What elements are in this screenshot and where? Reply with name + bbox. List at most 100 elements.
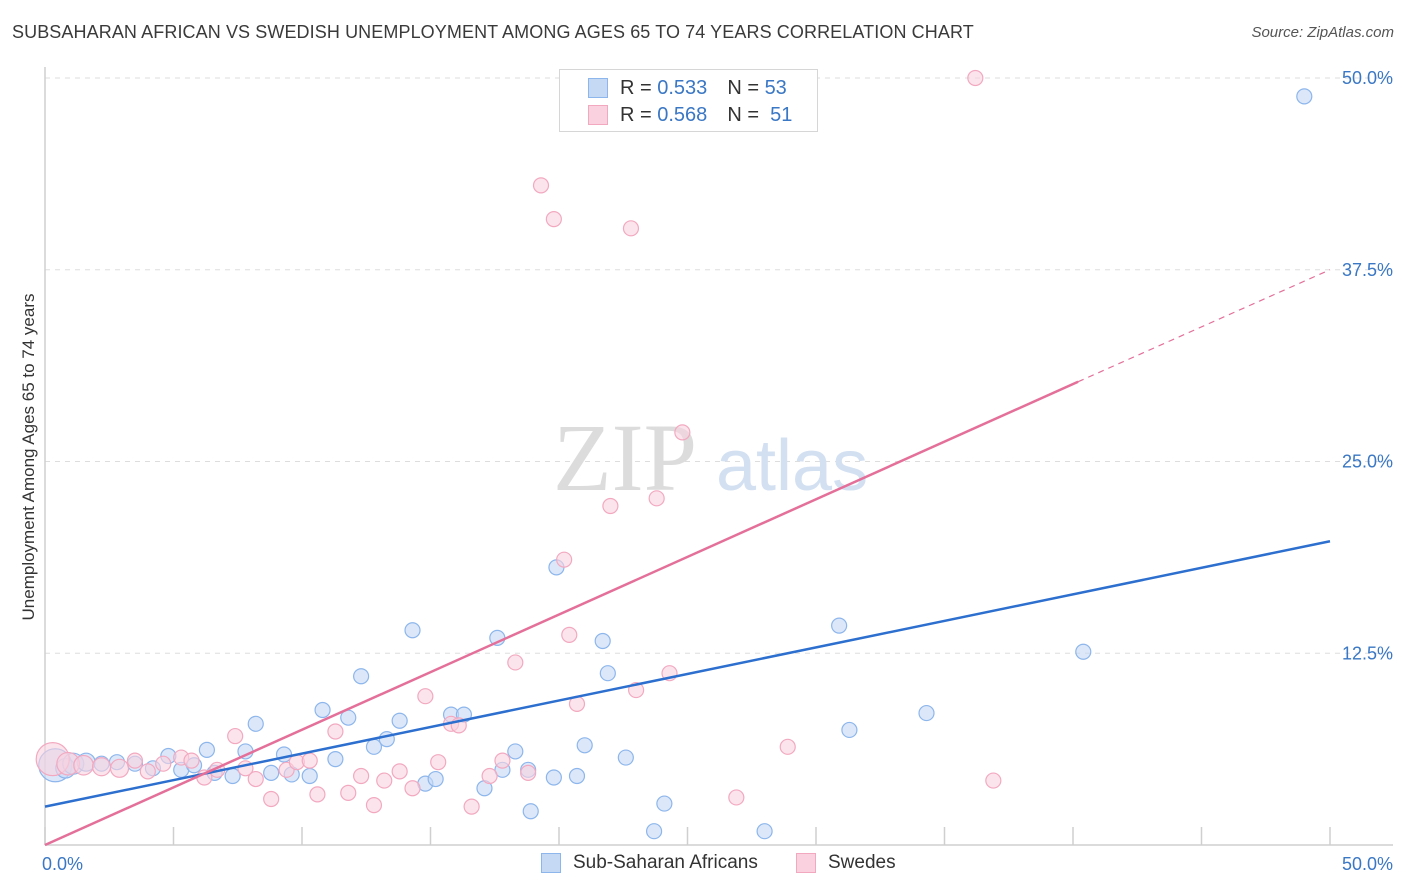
point-swedes-19 — [309, 786, 326, 803]
point-swedes-39 — [561, 626, 578, 643]
legend-n-label: N = — [727, 76, 759, 99]
trend-line-subsaharan — [44, 540, 1331, 808]
x-tick-label-min: 0.0% — [42, 854, 83, 874]
point-swedes-20 — [327, 723, 344, 740]
point-swedes-28 — [430, 754, 447, 771]
point-subsaharan-23 — [353, 668, 370, 685]
point-swedes-50 — [985, 772, 1002, 789]
trend-line-swedes — [44, 380, 1079, 847]
point-swedes-46 — [674, 424, 691, 441]
series-swatch-swedes — [796, 853, 816, 873]
point-swedes-27 — [417, 688, 434, 705]
legend-row-swedes: R = 0.568 N = 51 — [588, 103, 792, 127]
point-swedes-12 — [227, 727, 244, 745]
point-subsaharan-29 — [427, 770, 444, 788]
point-swedes-41 — [602, 497, 619, 515]
legend-r-label: R = — [620, 76, 652, 99]
point-subsaharan-52 — [1296, 88, 1313, 105]
legend-n-value: 51 — [770, 103, 793, 126]
point-swedes-6 — [139, 763, 156, 780]
point-swedes-26 — [404, 780, 421, 797]
point-swedes-23 — [365, 797, 383, 814]
legend-n-label: N = — [727, 103, 759, 126]
series-legend-subsaharan: Sub-Saharan Africans — [541, 852, 758, 874]
point-swedes-34 — [507, 654, 524, 671]
trend-line-swedes-extension — [1077, 269, 1331, 383]
point-subsaharan-43 — [599, 665, 616, 682]
point-swedes-42 — [622, 220, 640, 237]
point-swedes-47 — [728, 789, 745, 806]
point-subsaharan-44 — [617, 749, 634, 766]
point-subsaharan-26 — [391, 712, 408, 729]
point-swedes-9 — [183, 752, 200, 769]
source-credit: Source: ZipAtlas.com — [1251, 24, 1394, 41]
point-swedes-35 — [520, 764, 537, 782]
point-swedes-24 — [376, 772, 393, 789]
point-swedes-18 — [301, 752, 318, 769]
point-subsaharan-38 — [545, 769, 562, 786]
y-axis-label: Unemployment Among Ages 65 to 74 years — [19, 294, 38, 621]
point-subsaharan-41 — [576, 737, 593, 754]
point-subsaharan-40 — [568, 767, 586, 785]
point-swedes-32 — [481, 767, 498, 785]
y-tick-label-2: 37.5% — [1342, 260, 1393, 280]
point-swedes-3 — [91, 757, 112, 777]
point-subsaharan-16 — [263, 764, 280, 782]
point-swedes-37 — [545, 211, 562, 228]
point-subsaharan-35 — [507, 743, 524, 760]
point-subsaharan-50 — [918, 704, 935, 722]
point-subsaharan-37 — [522, 803, 539, 820]
legend-r-value: 0.568 — [657, 103, 708, 126]
chart-title: SUBSAHARAN AFRICAN VS SWEDISH UNEMPLOYME… — [12, 22, 974, 42]
point-swedes-48 — [779, 738, 796, 755]
point-subsaharan-51 — [1075, 643, 1092, 660]
y-tick-label-3: 50.0% — [1342, 68, 1393, 88]
series-name-subsaharan: Sub-Saharan Africans — [573, 852, 758, 873]
data-points — [35, 69, 1313, 840]
y-tick-label-0: 12.5% — [1342, 643, 1393, 663]
point-swedes-31 — [463, 798, 480, 815]
trend-lines — [44, 269, 1331, 847]
gridlines — [45, 77, 1393, 654]
point-swedes-44 — [648, 490, 665, 507]
point-subsaharan-42 — [594, 632, 611, 650]
legend-swatch-swedes — [588, 105, 608, 125]
point-swedes-33 — [494, 752, 511, 769]
point-subsaharan-20 — [314, 701, 331, 719]
series-legend-swedes: Swedes — [796, 852, 896, 874]
point-subsaharan-47 — [756, 823, 773, 840]
legend-r-value: 0.533 — [657, 76, 708, 99]
point-swedes-7 — [155, 755, 172, 772]
point-swedes-38 — [556, 551, 573, 568]
point-swedes-5 — [126, 752, 144, 769]
point-subsaharan-45 — [645, 823, 663, 840]
point-swedes-15 — [263, 790, 280, 808]
axes — [44, 67, 1393, 846]
x-tick-label-max: 50.0% — [1342, 854, 1393, 874]
point-subsaharan-11 — [198, 741, 216, 758]
point-subsaharan-46 — [656, 795, 673, 812]
point-subsaharan-21 — [327, 750, 344, 768]
point-swedes-21 — [340, 784, 357, 801]
point-subsaharan-15 — [247, 715, 264, 732]
legend-row-subsaharan: R = 0.533 N = 53 — [588, 76, 787, 100]
tick-labels: 12.5% 25.0% 37.5% 50.0% 0.0% 50.0% — [42, 68, 1393, 874]
legend-swatch-subsaharan — [588, 78, 608, 98]
y-tick-label-1: 25.0% — [1342, 452, 1393, 472]
point-subsaharan-19 — [301, 767, 318, 785]
point-subsaharan-49 — [841, 721, 858, 739]
point-subsaharan-27 — [404, 622, 421, 639]
series-name-swedes: Swedes — [828, 852, 896, 873]
point-swedes-49 — [967, 69, 984, 87]
correlation-legend: R = 0.533 N = 53 R = 0.568 N = 51 — [559, 69, 818, 132]
point-swedes-2 — [73, 754, 94, 776]
legend-n-value: 53 — [764, 76, 787, 99]
point-swedes-4 — [109, 758, 130, 778]
point-swedes-14 — [247, 770, 264, 788]
point-subsaharan-48 — [831, 617, 848, 634]
watermark-atlas: atlas — [716, 426, 868, 506]
series-swatch-subsaharan — [541, 853, 561, 873]
point-swedes-25 — [391, 763, 408, 780]
point-swedes-22 — [353, 767, 370, 785]
